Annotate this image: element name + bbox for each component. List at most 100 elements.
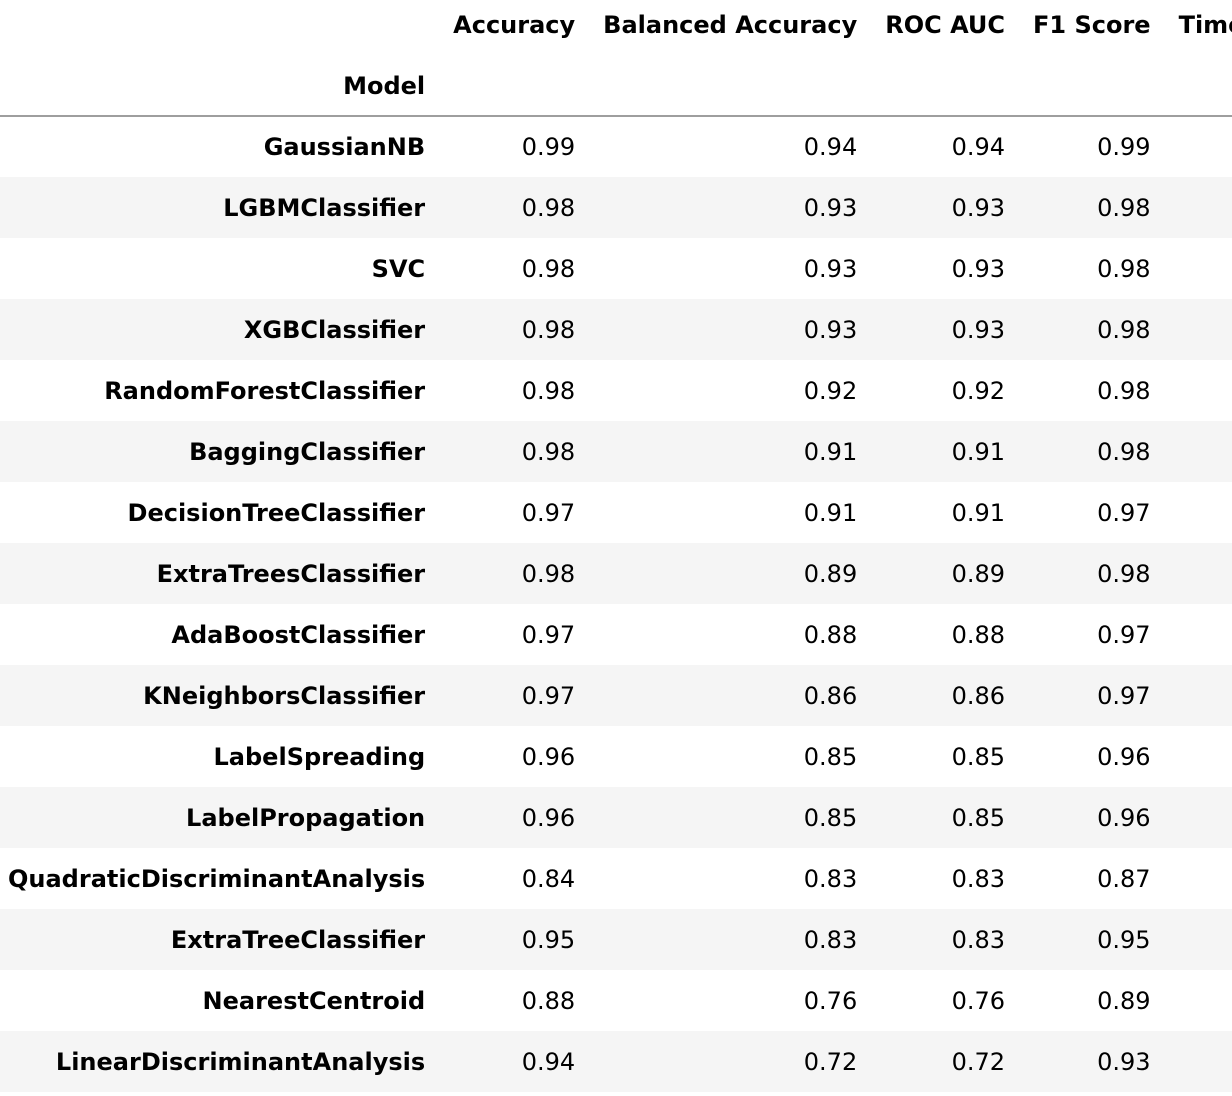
accuracy-cell: 0.94 [521, 1047, 576, 1076]
f1-score-cell: 0.97 [1097, 681, 1151, 710]
accuracy-cell: 0.98 [521, 559, 576, 588]
f1-score-cell: 0.93 [1097, 1047, 1151, 1076]
model-name-cell: SVC [371, 254, 426, 283]
model-name-cell: NearestCentroid [202, 986, 426, 1015]
table-row: LGBMClassifier 0.98 0.93 0.93 0.98 0.25 [0, 177, 1232, 238]
column-header-row: Accuracy Balanced Accuracy ROC AUC F1 Sc… [0, 0, 1232, 58]
f1-score-cell: 0.97 [1097, 498, 1151, 527]
accuracy-cell: 0.98 [521, 437, 576, 466]
column-header-time-taken: Time Taken [1178, 11, 1232, 39]
table-row: SVC 0.98 0.93 0.93 0.98 0.24 [0, 238, 1232, 299]
model-name-cell: QuadraticDiscriminantAnalysis [8, 864, 426, 893]
time-taken-cell: 1.67 [1165, 726, 1232, 787]
roc-auc-cell: 0.93 [951, 193, 1006, 222]
accuracy-cell: 0.97 [521, 620, 576, 649]
roc-auc-cell: 0.94 [951, 133, 1006, 161]
f1-score-cell: 0.96 [1097, 803, 1151, 832]
time-taken-cell: 0.11 [1165, 1031, 1232, 1092]
accuracy-cell: 0.98 [521, 315, 576, 344]
time-taken-cell: 1.10 [1165, 787, 1232, 848]
f1-score-cell: 0.87 [1097, 864, 1151, 893]
accuracy-cell: 0.97 [521, 681, 576, 710]
f1-score-cell: 0.98 [1097, 254, 1151, 283]
time-taken-cell: 0.08 [1165, 848, 1232, 909]
balanced-accuracy-cell: 0.91 [803, 498, 858, 527]
balanced-accuracy-cell: 0.94 [803, 133, 858, 161]
f1-score-cell: 0.95 [1097, 925, 1151, 954]
roc-auc-cell: 0.85 [951, 803, 1006, 832]
table-row: ExtraTreeClassifier 0.95 0.83 0.83 0.95 0.03 [0, 909, 1232, 970]
balanced-accuracy-cell: 0.85 [803, 803, 858, 832]
accuracy-cell: 0.96 [521, 803, 576, 832]
time-taken-cell: 0.27 [1165, 299, 1232, 360]
time-taken-cell: 0.43 [1165, 543, 1232, 604]
table-body: GaussianNB0.990.940.940.990.05LGBMClassi… [0, 116, 1232, 1092]
table-row: LabelPropagation 0.96 0.85 0.85 0.96 1.10 [0, 787, 1232, 848]
roc-auc-cell: 0.72 [951, 1047, 1006, 1076]
empty-header-cell [589, 58, 872, 117]
time-taken-cell: 0.24 [1165, 238, 1232, 299]
column-header-roc-auc: ROC AUC [885, 11, 1006, 39]
table-row: LabelSpreading 0.96 0.85 0.85 0.96 1.67 [0, 726, 1232, 787]
blank-corner-cell [0, 0, 439, 58]
model-name-cell: LinearDiscriminantAnalysis [55, 1047, 426, 1076]
table-row: LinearDiscriminantAnalysis 0.94 0.72 0.72 0.… [0, 1031, 1232, 1092]
model-name-cell: BaggingClassifier [189, 437, 426, 466]
balanced-accuracy-cell: 0.92 [803, 376, 858, 405]
roc-auc-cell: 0.83 [951, 864, 1006, 893]
model-name-cell: KNeighborsClassifier [143, 681, 426, 710]
time-taken-cell: 1.12 [1165, 360, 1232, 421]
roc-auc-cell: 0.88 [951, 620, 1006, 649]
accuracy-cell: 0.88 [521, 986, 576, 1015]
balanced-accuracy-cell: 0.88 [803, 620, 858, 649]
roc-auc-cell: 0.93 [951, 315, 1006, 344]
table-row: GaussianNB 0.99 0.94 0.94 0.99 0.05 [0, 116, 1232, 177]
table-header: Accuracy Balanced Accuracy ROC AUC F1 Sc… [0, 0, 1232, 117]
f1-score-cell: 0.98 [1097, 315, 1151, 344]
time-taken-cell: 0.25 [1165, 177, 1232, 238]
accuracy-cell: 0.98 [521, 254, 576, 283]
model-name-cell: AdaBoostClassifier [171, 620, 426, 649]
balanced-accuracy-cell: 0.83 [803, 864, 858, 893]
model-name-cell: LGBMClassifier [223, 193, 426, 222]
roc-auc-cell: 0.89 [951, 559, 1006, 588]
model-name-cell: RandomForestClassifier [104, 376, 426, 405]
model-name-cell: LabelPropagation [186, 803, 426, 832]
f1-score-cell: 0.98 [1097, 559, 1151, 588]
empty-header-cell [1164, 58, 1232, 117]
model-name-cell: ExtraTreeClassifier [170, 925, 426, 954]
balanced-accuracy-cell: 0.86 [803, 681, 858, 710]
roc-auc-cell: 0.91 [951, 498, 1006, 527]
table-row: AdaBoostClassifier 0.97 0.88 0.88 0.97 0.45 [0, 604, 1232, 665]
balanced-accuracy-cell: 0.93 [803, 193, 858, 222]
f1-score-cell: 0.96 [1097, 742, 1151, 771]
balanced-accuracy-cell: 0.83 [803, 925, 858, 954]
accuracy-cell: 0.98 [521, 193, 576, 222]
time-taken-cell: 0.05 [1165, 116, 1232, 177]
table-row: RandomForestClassifier 0.98 0.92 0.92 0.98 1.… [0, 360, 1232, 421]
accuracy-cell: 0.96 [521, 742, 576, 771]
column-header-accuracy: Accuracy [453, 11, 576, 39]
accuracy-cell: 0.97 [521, 498, 576, 527]
table-row: QuadraticDiscriminantAnalysis 0.84 0.83 0.8… [0, 848, 1232, 909]
f1-score-cell: 0.98 [1097, 437, 1151, 466]
table-row: ExtraTreesClassifier 0.98 0.89 0.89 0.98 0.43 [0, 543, 1232, 604]
f1-score-cell: 0.98 [1097, 193, 1151, 222]
roc-auc-cell: 0.86 [951, 681, 1006, 710]
index-name-row: Model [0, 58, 1232, 117]
model-name-cell: DecisionTreeClassifier [127, 498, 426, 527]
empty-header-cell [871, 58, 1020, 117]
time-taken-cell: 0.45 [1165, 604, 1232, 665]
table-row: NearestCentroid 0.88 0.76 0.76 0.89 0.07 [0, 970, 1232, 1031]
balanced-accuracy-cell: 0.93 [803, 315, 858, 344]
time-taken-cell: 0.12 [1165, 482, 1232, 543]
column-header-f1-score: F1 Score [1033, 11, 1151, 39]
model-name-cell: LabelSpreading [213, 742, 426, 771]
balanced-accuracy-cell: 0.72 [803, 1047, 858, 1076]
empty-header-cell [439, 58, 590, 117]
time-taken-cell: 0.03 [1165, 909, 1232, 970]
accuracy-cell: 0.95 [521, 925, 576, 954]
f1-score-cell: 0.98 [1097, 376, 1151, 405]
column-header-balanced-accuracy: Balanced Accuracy [603, 11, 858, 39]
